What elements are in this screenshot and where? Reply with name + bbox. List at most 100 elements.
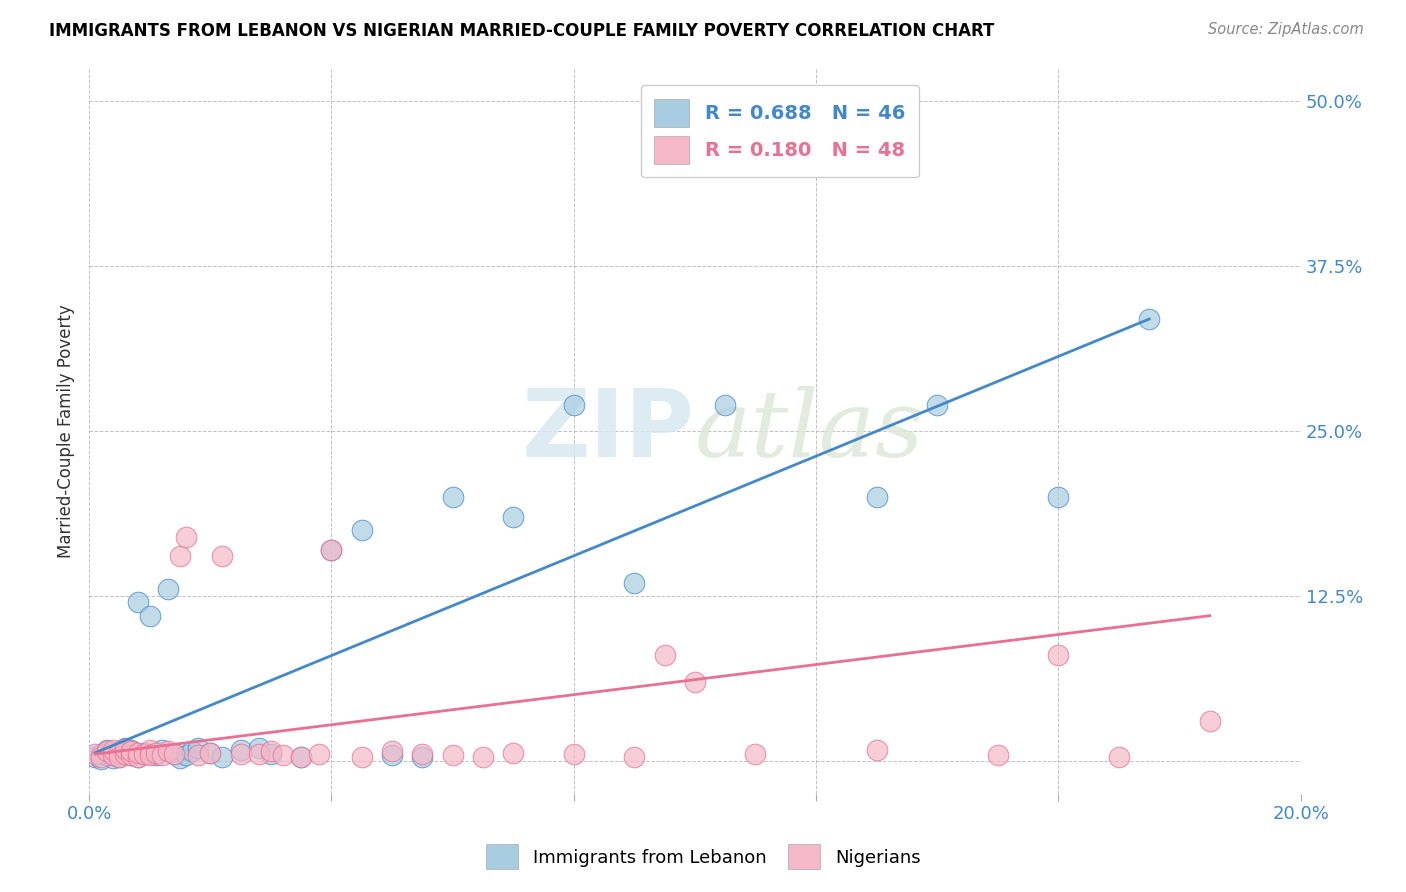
Point [103, 746, 125, 760]
Text: Source: ZipAtlas.com: Source: ZipAtlas.com [1208, 22, 1364, 37]
Point [290, 749, 312, 764]
Point [108, 746, 131, 760]
Point [441, 490, 464, 504]
Point [308, 747, 330, 761]
Point [260, 744, 283, 758]
Legend: R = 0.688   N = 46, R = 0.180   N = 48: R = 0.688 N = 46, R = 0.180 N = 48 [641, 86, 918, 178]
Point [121, 744, 143, 758]
Point [654, 648, 676, 663]
Legend: Immigrants from Lebanon, Nigerians: Immigrants from Lebanon, Nigerians [477, 835, 929, 879]
Point [1198, 714, 1220, 728]
Point [441, 748, 464, 763]
Point [229, 747, 252, 761]
Point [562, 398, 585, 412]
Point [683, 674, 706, 689]
Point [127, 746, 149, 760]
Point [150, 748, 173, 763]
Point [138, 748, 160, 763]
Point [623, 749, 645, 764]
Point [927, 398, 949, 412]
Point [174, 748, 197, 763]
Point [502, 746, 524, 760]
Point [1137, 312, 1160, 326]
Point [132, 746, 155, 760]
Point [145, 746, 167, 760]
Point [96, 748, 118, 763]
Point [187, 748, 209, 763]
Point [84, 747, 107, 761]
Point [127, 595, 149, 609]
Point [96, 744, 118, 758]
Point [174, 530, 197, 544]
Point [121, 748, 143, 763]
Point [90, 747, 112, 761]
Point [156, 582, 179, 597]
Y-axis label: Married-Couple Family Poverty: Married-Couple Family Poverty [58, 304, 75, 558]
Point [260, 747, 283, 761]
Point [108, 749, 131, 764]
Point [321, 542, 343, 557]
Point [350, 749, 373, 764]
Point [229, 743, 252, 757]
Point [247, 747, 270, 761]
Point [90, 749, 112, 764]
Point [108, 749, 131, 764]
Point [1108, 749, 1130, 764]
Point [200, 746, 222, 760]
Point [411, 747, 433, 761]
Point [471, 749, 494, 764]
Point [350, 523, 373, 537]
Point [865, 743, 887, 757]
Point [623, 575, 645, 590]
Point [381, 748, 404, 763]
Point [121, 748, 143, 763]
Point [163, 747, 186, 761]
Point [132, 747, 155, 761]
Point [114, 747, 136, 761]
Point [138, 747, 160, 761]
Point [290, 749, 312, 764]
Point [121, 743, 143, 757]
Point [654, 108, 676, 122]
Point [502, 509, 524, 524]
Point [211, 749, 233, 764]
Point [381, 744, 404, 758]
Point [84, 749, 107, 764]
Point [744, 747, 766, 761]
Point [108, 744, 131, 758]
Point [150, 743, 173, 757]
Point [138, 743, 160, 757]
Point [156, 744, 179, 758]
Point [127, 749, 149, 764]
Point [138, 608, 160, 623]
Point [865, 490, 887, 504]
Point [247, 740, 270, 755]
Point [714, 398, 737, 412]
Point [103, 748, 125, 763]
Point [96, 743, 118, 757]
Point [114, 742, 136, 756]
Point [411, 749, 433, 764]
Text: ZIP: ZIP [522, 385, 695, 477]
Point [1047, 648, 1070, 663]
Point [211, 549, 233, 564]
Point [321, 542, 343, 557]
Point [987, 748, 1010, 763]
Text: atlas: atlas [695, 386, 924, 476]
Point [169, 751, 191, 765]
Point [127, 749, 149, 764]
Text: IMMIGRANTS FROM LEBANON VS NIGERIAN MARRIED-COUPLE FAMILY POVERTY CORRELATION CH: IMMIGRANTS FROM LEBANON VS NIGERIAN MARR… [49, 22, 994, 40]
Point [90, 752, 112, 766]
Point [187, 740, 209, 755]
Point [103, 751, 125, 765]
Point [163, 747, 186, 761]
Point [181, 744, 204, 758]
Point [114, 747, 136, 761]
Point [271, 748, 294, 763]
Point [114, 740, 136, 755]
Point [200, 746, 222, 760]
Point [1047, 490, 1070, 504]
Point [103, 743, 125, 757]
Point [169, 549, 191, 564]
Point [562, 747, 585, 761]
